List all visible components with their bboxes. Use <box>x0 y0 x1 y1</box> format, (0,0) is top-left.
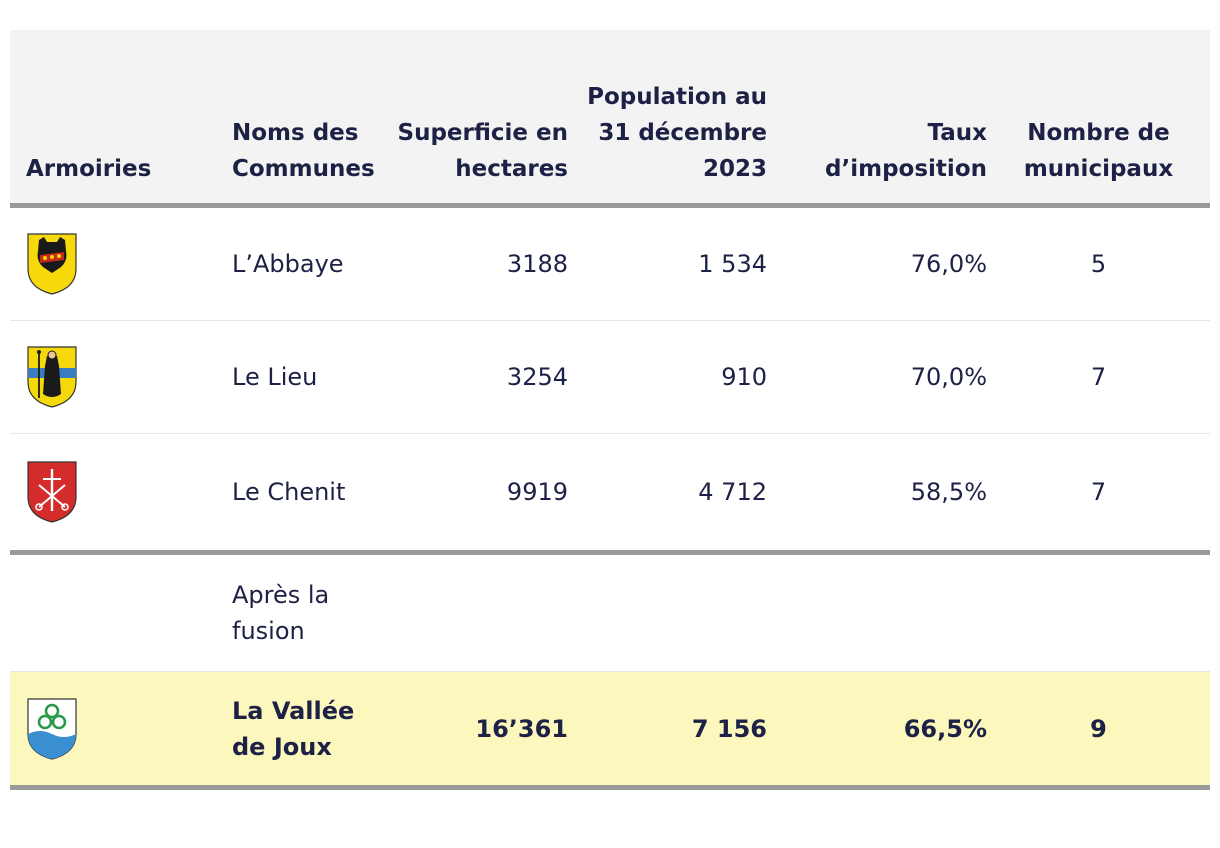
superficie-value: 3188 <box>506 250 568 278</box>
population-value: 4 712 <box>698 478 767 506</box>
superficie-value: 16’361 <box>475 714 568 743</box>
communes-table: Armoiries Noms des Communes Superficie e… <box>10 30 1210 790</box>
municipaux-value: 7 <box>1090 363 1107 391</box>
header-taux: Taux d’imposition <box>825 120 987 182</box>
commune-name: La Vallée de Joux <box>232 696 355 761</box>
table-row: Le Chenit 9919 4 712 58,5% 7 <box>10 434 1210 555</box>
total-row: La Vallée de Joux 16’361 7 156 66,5% 9 <box>10 672 1210 790</box>
superficie-value: 9919 <box>506 478 568 506</box>
vallee-de-joux-coat-of-arms-icon <box>27 697 77 760</box>
population-value: 1 534 <box>698 250 767 278</box>
table-row: L’Abbaye 3188 1 534 76,0% 5 <box>10 208 1210 321</box>
superficie-value: 3254 <box>506 363 568 391</box>
commune-name: Le Lieu <box>232 363 318 391</box>
commune-name: L’Abbaye <box>232 250 344 278</box>
municipaux-value: 5 <box>1090 250 1107 278</box>
table-header: Armoiries Noms des Communes Superficie e… <box>10 30 1210 208</box>
le-chenit-coat-of-arms-icon <box>27 461 77 523</box>
taux-value: 66,5% <box>903 714 987 743</box>
header-municipaux: Nombre de municipaux <box>1023 120 1174 182</box>
table-row: Le Lieu 3254 910 70,0% 7 <box>10 321 1210 434</box>
header-noms: Noms des Communes <box>232 120 375 182</box>
abbaye-coat-of-arms-icon <box>27 233 77 295</box>
taux-value: 58,5% <box>910 478 987 506</box>
taux-value: 70,0% <box>910 363 987 391</box>
header-armoiries: Armoiries <box>26 156 152 182</box>
population-value: 910 <box>721 363 767 391</box>
taux-value: 76,0% <box>910 250 987 278</box>
municipaux-value: 7 <box>1090 478 1107 506</box>
le-lieu-coat-of-arms-icon <box>27 346 77 408</box>
note-row: Après la fusion <box>10 555 1210 672</box>
commune-name: Le Chenit <box>232 478 346 506</box>
municipaux-value: 9 <box>1090 714 1107 743</box>
fusion-note: Après la fusion <box>232 581 330 645</box>
header-population: Population au 31 décembre 2023 <box>587 84 767 182</box>
header-superficie: Superficie en hectares <box>397 120 569 182</box>
population-value: 7 156 <box>691 714 767 743</box>
